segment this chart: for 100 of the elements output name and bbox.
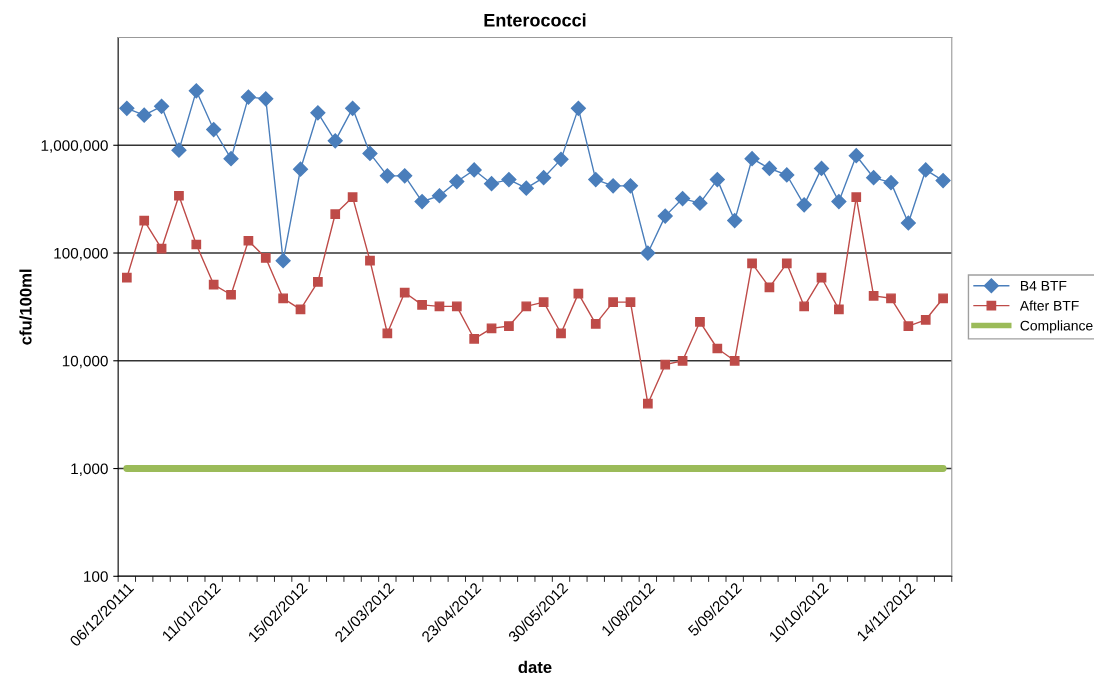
point — [729, 355, 740, 366]
y-tick-label: 100,000 — [54, 247, 108, 261]
point — [935, 173, 951, 189]
point — [709, 172, 725, 188]
point — [640, 245, 656, 261]
point — [313, 276, 323, 287]
point — [223, 151, 239, 167]
point — [434, 301, 445, 312]
point — [399, 287, 410, 298]
point — [188, 83, 204, 99]
legend-label: After BTF — [1019, 300, 1079, 311]
point — [588, 172, 604, 188]
point — [605, 178, 621, 194]
point — [660, 359, 671, 370]
point — [625, 297, 636, 308]
point — [796, 197, 812, 213]
point — [918, 162, 934, 178]
point — [813, 160, 830, 176]
point — [657, 208, 673, 224]
point — [920, 314, 931, 325]
point — [171, 142, 187, 158]
y-tick-label: 1,000,000 — [41, 140, 108, 153]
point — [518, 180, 534, 196]
point — [781, 258, 792, 269]
point — [538, 297, 549, 308]
point — [206, 121, 222, 138]
point — [590, 319, 601, 329]
point — [243, 235, 254, 246]
point — [779, 167, 795, 183]
point — [570, 100, 586, 116]
point — [278, 293, 289, 304]
point — [121, 272, 132, 283]
point — [208, 279, 219, 290]
chart-title: Enterococci — [484, 13, 586, 27]
point — [744, 151, 760, 167]
point — [556, 328, 566, 339]
point — [365, 255, 375, 266]
point — [727, 213, 743, 229]
point — [886, 293, 896, 304]
point — [851, 192, 862, 203]
y-tick-label: 10,000 — [62, 355, 108, 369]
point — [258, 91, 274, 107]
point — [848, 148, 864, 164]
point — [139, 215, 150, 226]
point — [469, 333, 480, 344]
point — [136, 107, 152, 123]
point — [275, 253, 291, 269]
point — [608, 297, 618, 308]
point — [831, 194, 847, 210]
point — [501, 172, 517, 188]
point — [226, 289, 236, 300]
point — [174, 190, 184, 201]
point — [260, 253, 271, 263]
point — [677, 355, 688, 366]
point — [153, 98, 170, 114]
point — [866, 170, 882, 186]
point — [900, 215, 916, 231]
point — [382, 328, 393, 339]
point — [431, 188, 448, 204]
point — [868, 291, 879, 301]
legend-label: B4 BTF — [1020, 281, 1067, 291]
point — [903, 321, 914, 331]
point — [240, 89, 256, 105]
point — [938, 293, 948, 304]
x-axis-title: date — [518, 660, 552, 674]
point — [310, 105, 326, 121]
point — [414, 194, 430, 210]
point — [504, 321, 514, 331]
point — [834, 304, 844, 315]
point — [675, 191, 691, 207]
point — [466, 162, 482, 178]
point — [486, 323, 497, 334]
point — [553, 151, 569, 167]
y-axis-title: cfu/100ml — [19, 269, 32, 345]
point — [642, 398, 653, 409]
point — [816, 272, 827, 283]
point — [397, 168, 413, 184]
point — [345, 100, 361, 116]
point — [695, 316, 705, 327]
y-tick-label: 1,000 — [71, 463, 108, 477]
point — [883, 175, 899, 191]
point — [327, 133, 343, 149]
point — [712, 343, 723, 354]
point — [347, 192, 358, 203]
point — [451, 301, 462, 312]
point — [292, 161, 309, 177]
point — [330, 209, 341, 219]
point — [362, 145, 378, 161]
point — [521, 301, 532, 312]
point — [417, 300, 427, 310]
point — [799, 301, 810, 312]
point — [191, 239, 202, 250]
y-tick-label: 100 — [84, 571, 108, 582]
point — [483, 176, 500, 192]
point — [119, 100, 135, 116]
point — [747, 258, 757, 269]
point — [379, 168, 395, 184]
point — [536, 170, 552, 186]
point — [761, 160, 777, 176]
point — [692, 195, 708, 211]
